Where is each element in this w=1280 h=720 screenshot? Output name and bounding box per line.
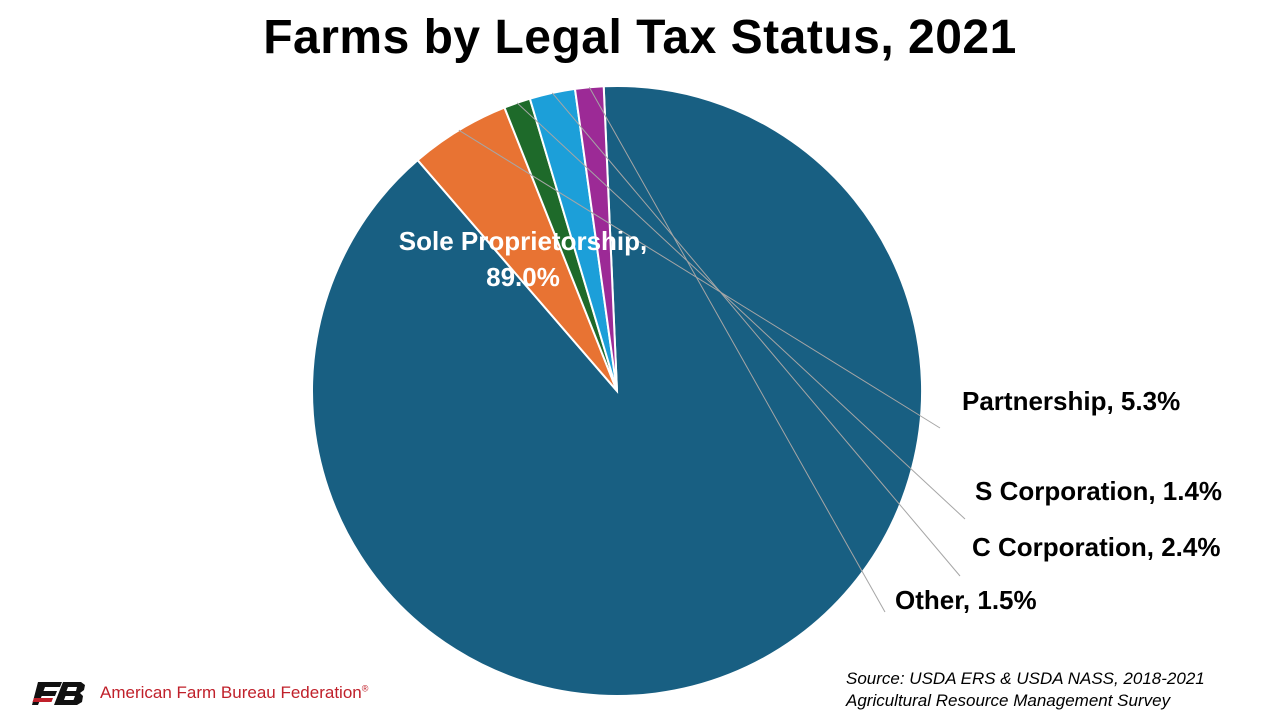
slice-value-sole-proprietorship: 89.0% <box>486 262 560 292</box>
organization-name: American Farm Bureau Federation® <box>100 683 369 702</box>
afbf-logo: American Farm Bureau Federation® <box>32 678 368 708</box>
leader-line-s-corporation <box>516 102 966 520</box>
leader-line-c-corporation <box>551 92 961 577</box>
slice-label-other: Other, 1.5% <box>895 585 1037 615</box>
source-line-2: Agricultural Resource Management Survey <box>846 691 1171 710</box>
pie-slice-other <box>573 85 618 392</box>
leader-line-other <box>588 87 886 613</box>
source-line-1: Source: USDA ERS & USDA NASS, 2018-2021 <box>846 669 1205 688</box>
slice-label-partnership: Partnership, 5.3% <box>962 386 1180 416</box>
slice-label-s-corporation: S Corporation, 1.4% <box>975 476 1222 506</box>
slice-label-c-corporation: C Corporation, 2.4% <box>972 532 1220 562</box>
chart-title: Farms by Legal Tax Status, 2021 <box>263 11 1017 64</box>
source-note: Source: USDA ERS & USDA NASS, 2018-2021 … <box>846 668 1266 712</box>
slice-label-sole-proprietorship: Sole Proprietorship, <box>399 226 648 256</box>
fb-logo-icon <box>32 682 85 705</box>
leader-line-partnership <box>458 129 941 429</box>
